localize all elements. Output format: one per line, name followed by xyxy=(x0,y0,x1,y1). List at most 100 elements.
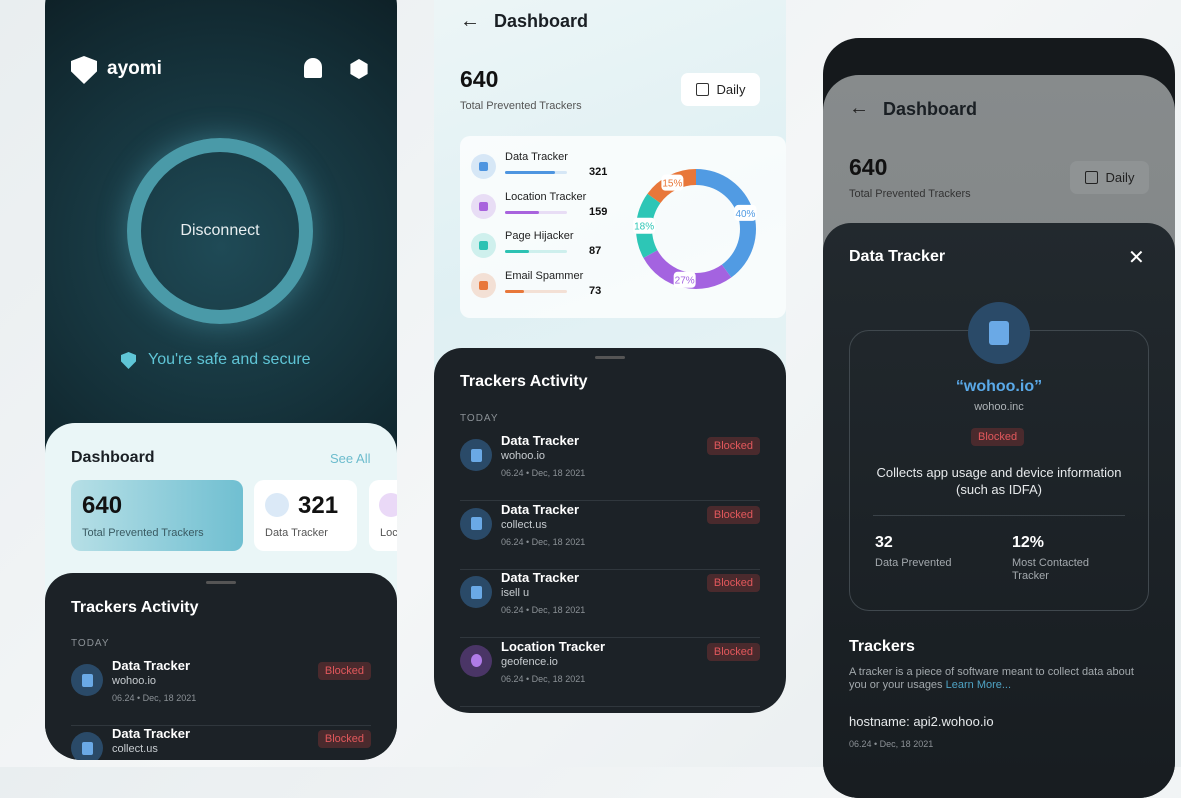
card-value: 321 xyxy=(298,492,339,519)
trackers-text: A tracker is a piece of software meant t… xyxy=(849,666,1154,692)
chart-icon xyxy=(71,664,103,696)
page-icon xyxy=(471,233,496,258)
activity-sheet: Trackers Activity TODAY Data Tracker woh… xyxy=(45,573,397,760)
tracker-row[interactable]: Page Hijacker 87 xyxy=(471,229,621,265)
total-value: 640 xyxy=(82,492,123,519)
item-host: collect.us xyxy=(501,518,547,531)
tracker-value: 87 xyxy=(589,245,602,257)
card-label: Data Tracker xyxy=(265,527,328,539)
trackers-heading: Trackers xyxy=(849,638,915,655)
chart-icon xyxy=(265,493,289,517)
item-date: 06.24 • Dec, 18 2021 xyxy=(501,536,586,547)
tracker-detail-sheet: Data Tracker ✕ “wohoo.io” wohoo.inc Bloc… xyxy=(823,223,1175,798)
shield-check-icon xyxy=(121,352,136,369)
period-select[interactable]: Daily xyxy=(681,73,760,106)
total-label: Total Prevented Trackers xyxy=(82,527,204,539)
status-badge: Blocked xyxy=(706,642,760,661)
tracker-name: Data Tracker xyxy=(505,151,568,163)
status-badge: Blocked xyxy=(706,437,760,455)
section-label: TODAY xyxy=(460,413,499,424)
see-all-link[interactable]: See All xyxy=(330,451,371,466)
chart-icon xyxy=(71,732,103,760)
hostname: hostname: api2.wohoo.io xyxy=(849,714,994,729)
tracker-bar-fill xyxy=(505,250,529,253)
status-badge: Blocked xyxy=(706,505,760,524)
back-arrow-icon[interactable]: ← xyxy=(849,97,869,119)
stat-label: Data Prevented xyxy=(875,557,952,569)
tracker-bar xyxy=(505,210,567,214)
list-item[interactable]: Data Tracker collect.us 06.24 • Dec, 18 … xyxy=(460,502,760,570)
donut-segment xyxy=(696,169,756,278)
data-tracker-card[interactable]: 321 Data Tracker xyxy=(254,480,357,551)
total-label: Total Prevented Trackers xyxy=(460,100,582,112)
tracker-value: 159 xyxy=(589,205,608,218)
total-card[interactable]: 640 Total Prevented Trackers xyxy=(71,480,243,551)
item-title: Location Tracker xyxy=(501,638,606,654)
list-item[interactable]: Data Tracker collect.us Blocked xyxy=(71,726,371,760)
settings-icon[interactable] xyxy=(350,59,368,79)
tracker-bar xyxy=(505,289,567,293)
total-value: 640 xyxy=(849,154,888,180)
tracker-value: 321 xyxy=(589,166,608,178)
mail-icon xyxy=(471,272,496,298)
total-value: 640 xyxy=(460,66,499,92)
section-label: TODAY xyxy=(71,638,110,649)
list-item[interactable]: Location Tracker geofence.io 06.24 • Dec… xyxy=(460,639,760,707)
calendar-icon xyxy=(1084,171,1098,184)
period-select[interactable]: Daily xyxy=(1070,161,1149,194)
hostname-date: 06.24 • Dec, 18 2021 xyxy=(849,739,934,749)
tracker-row[interactable]: Data Tracker 321 xyxy=(471,150,621,186)
item-host: geofence.io xyxy=(501,655,558,668)
stat-value: 12% xyxy=(1012,534,1045,551)
drag-handle[interactable] xyxy=(595,356,625,359)
tracker-bar xyxy=(505,250,567,253)
page-title: Dashboard xyxy=(883,99,978,119)
donut-label: 15% xyxy=(661,174,684,191)
learn-more-link[interactable]: Learn More... xyxy=(945,679,1012,691)
chart-icon xyxy=(968,302,1030,364)
item-title: Data Tracker xyxy=(501,501,580,517)
chart-icon xyxy=(460,507,492,540)
tracker-name: Page Hijacker xyxy=(505,230,574,242)
donut-label: 40% xyxy=(734,204,757,221)
svg-text:15%: 15% xyxy=(662,179,682,190)
card-label: Loc xyxy=(380,527,397,539)
phone-home: ayomi Disconnect You're safe and secure … xyxy=(45,0,397,760)
tracker-bar xyxy=(505,171,567,174)
close-icon[interactable]: ✕ xyxy=(1128,247,1145,269)
item-host: wohoo.io xyxy=(501,450,546,462)
location-tracker-card[interactable]: Loc xyxy=(369,480,397,551)
item-date: 06.24 • Dec, 18 2021 xyxy=(501,605,586,615)
tracker-row[interactable]: Location Tracker 159 xyxy=(471,190,621,226)
bell-icon[interactable] xyxy=(304,58,322,78)
sheet-title: Data Tracker xyxy=(849,248,946,265)
list-item[interactable]: Data Tracker wohoo.io 06.24 • Dec, 18 20… xyxy=(71,658,371,726)
status-badge: Blocked xyxy=(317,662,371,680)
disconnect-button[interactable]: Disconnect xyxy=(127,138,313,324)
chart-icon xyxy=(471,154,496,179)
calendar-icon xyxy=(695,83,709,96)
status-text: You're safe and secure xyxy=(148,351,311,368)
tracker-value: 73 xyxy=(589,284,602,297)
status-badge: Blocked xyxy=(706,574,760,592)
tracker-description: Collects app usage and device informatio… xyxy=(876,465,1122,497)
stat-value: 32 xyxy=(875,534,893,551)
phone-dashboard: ← Dashboard 640 Total Prevented Trackers… xyxy=(434,0,786,713)
list-item[interactable]: Data Tracker wohoo.io 06.24 • Dec, 18 20… xyxy=(460,433,760,501)
tracker-name: “wohoo.io” xyxy=(955,378,1043,395)
donut-label: 27% xyxy=(673,271,696,288)
drag-handle[interactable] xyxy=(206,581,236,584)
trackers-description: A tracker is a piece of software meant t… xyxy=(849,666,1134,691)
item-date: 06.24 • Dec, 18 2021 xyxy=(112,693,197,703)
back-arrow-icon[interactable]: ← xyxy=(460,10,480,32)
tracker-bar-fill xyxy=(505,171,555,174)
list-item[interactable]: Data Tracker isell u 06.24 • Dec, 18 202… xyxy=(460,570,760,638)
activity-title: Trackers Activity xyxy=(460,373,588,390)
status-badge: Blocked xyxy=(317,730,371,748)
divider xyxy=(873,515,1125,516)
chart-icon xyxy=(460,439,492,471)
status-badge: Blocked xyxy=(971,428,1025,446)
item-title: Data Tracker xyxy=(112,658,191,673)
tracker-row[interactable]: Email Spammer 73 xyxy=(471,269,621,305)
dashboard-title: Dashboard xyxy=(71,449,155,466)
